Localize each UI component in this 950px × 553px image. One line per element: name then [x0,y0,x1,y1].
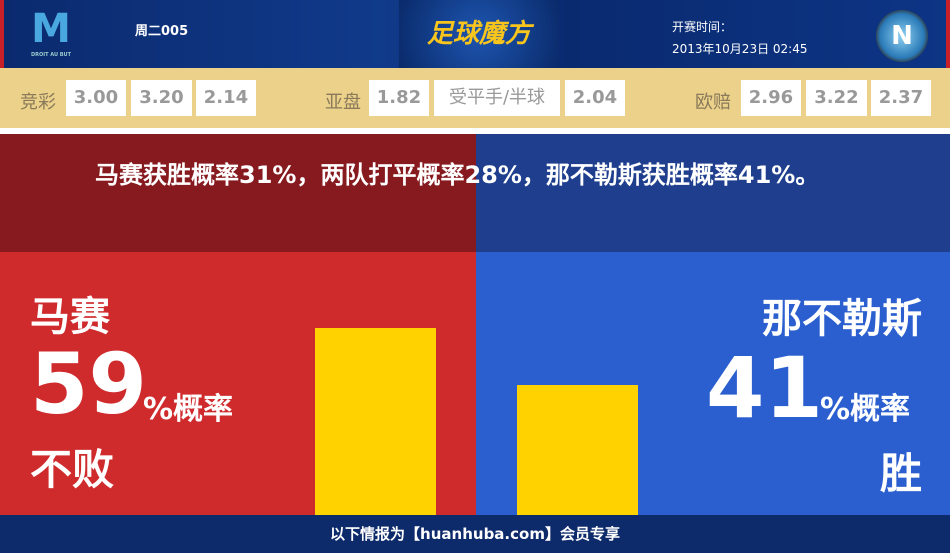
probability-summary: 马赛获胜概率31%，两队打平概率28%，那不勒斯获胜概率41%。 [95,161,820,189]
match-id: 周二005 [135,24,189,39]
euro-draw: 3.22 [806,80,867,116]
header: M DROIT AU BUT 周二005 足球魔方 开赛时间： 2013年10月23… [0,0,950,68]
home-team-logo: M DROIT AU BUT [30,6,72,58]
euro-home: 2.96 [741,80,801,116]
kickoff-time: 2013年10月23日 02:45 [672,42,808,56]
kickoff-label: 开赛时间： [672,20,733,34]
home-probability-bar [315,328,436,515]
jingcai-home: 3.00 [66,80,126,116]
away-team-name: 那不勒斯 [762,296,922,342]
odds-bar: 竞彩 3.00 3.20 2.14 亚盘 1.82 受平手/半球 2.04 欧赔… [0,68,950,128]
away-percent: 41 [706,339,823,437]
home-percent: 59 [30,335,147,433]
home-percent-suffix: %概率 [143,392,234,427]
home-team-name: 马赛 [30,294,110,340]
home-top-panel [0,134,476,252]
euro-label: 欧赔 [695,92,731,113]
asian-home: 1.82 [369,80,429,116]
jingcai-draw: 3.20 [131,80,192,116]
away-probability-bar [517,385,638,515]
home-outcome: 不败 [30,445,115,494]
jingcai-label: 竞彩 [20,92,56,113]
kickoff: 开赛时间： 2013年10月23日 02:45 [672,16,807,60]
jingcai-away: 2.14 [196,80,256,116]
away-top-panel [476,134,950,252]
asian-away: 2.04 [565,80,625,116]
euro-away: 2.37 [871,80,931,116]
away-percent-suffix: %概率 [820,392,911,427]
asian-label: 亚盘 [325,92,361,113]
away-outcome: 胜 [879,449,922,498]
brand-logo: 足球魔方 [399,0,559,68]
away-team-logo: N [876,10,928,62]
asian-handicap: 受平手/半球 [434,80,560,116]
member-footer[interactable]: 以下情报为【huanhuba.com】会员专享 [0,515,950,553]
